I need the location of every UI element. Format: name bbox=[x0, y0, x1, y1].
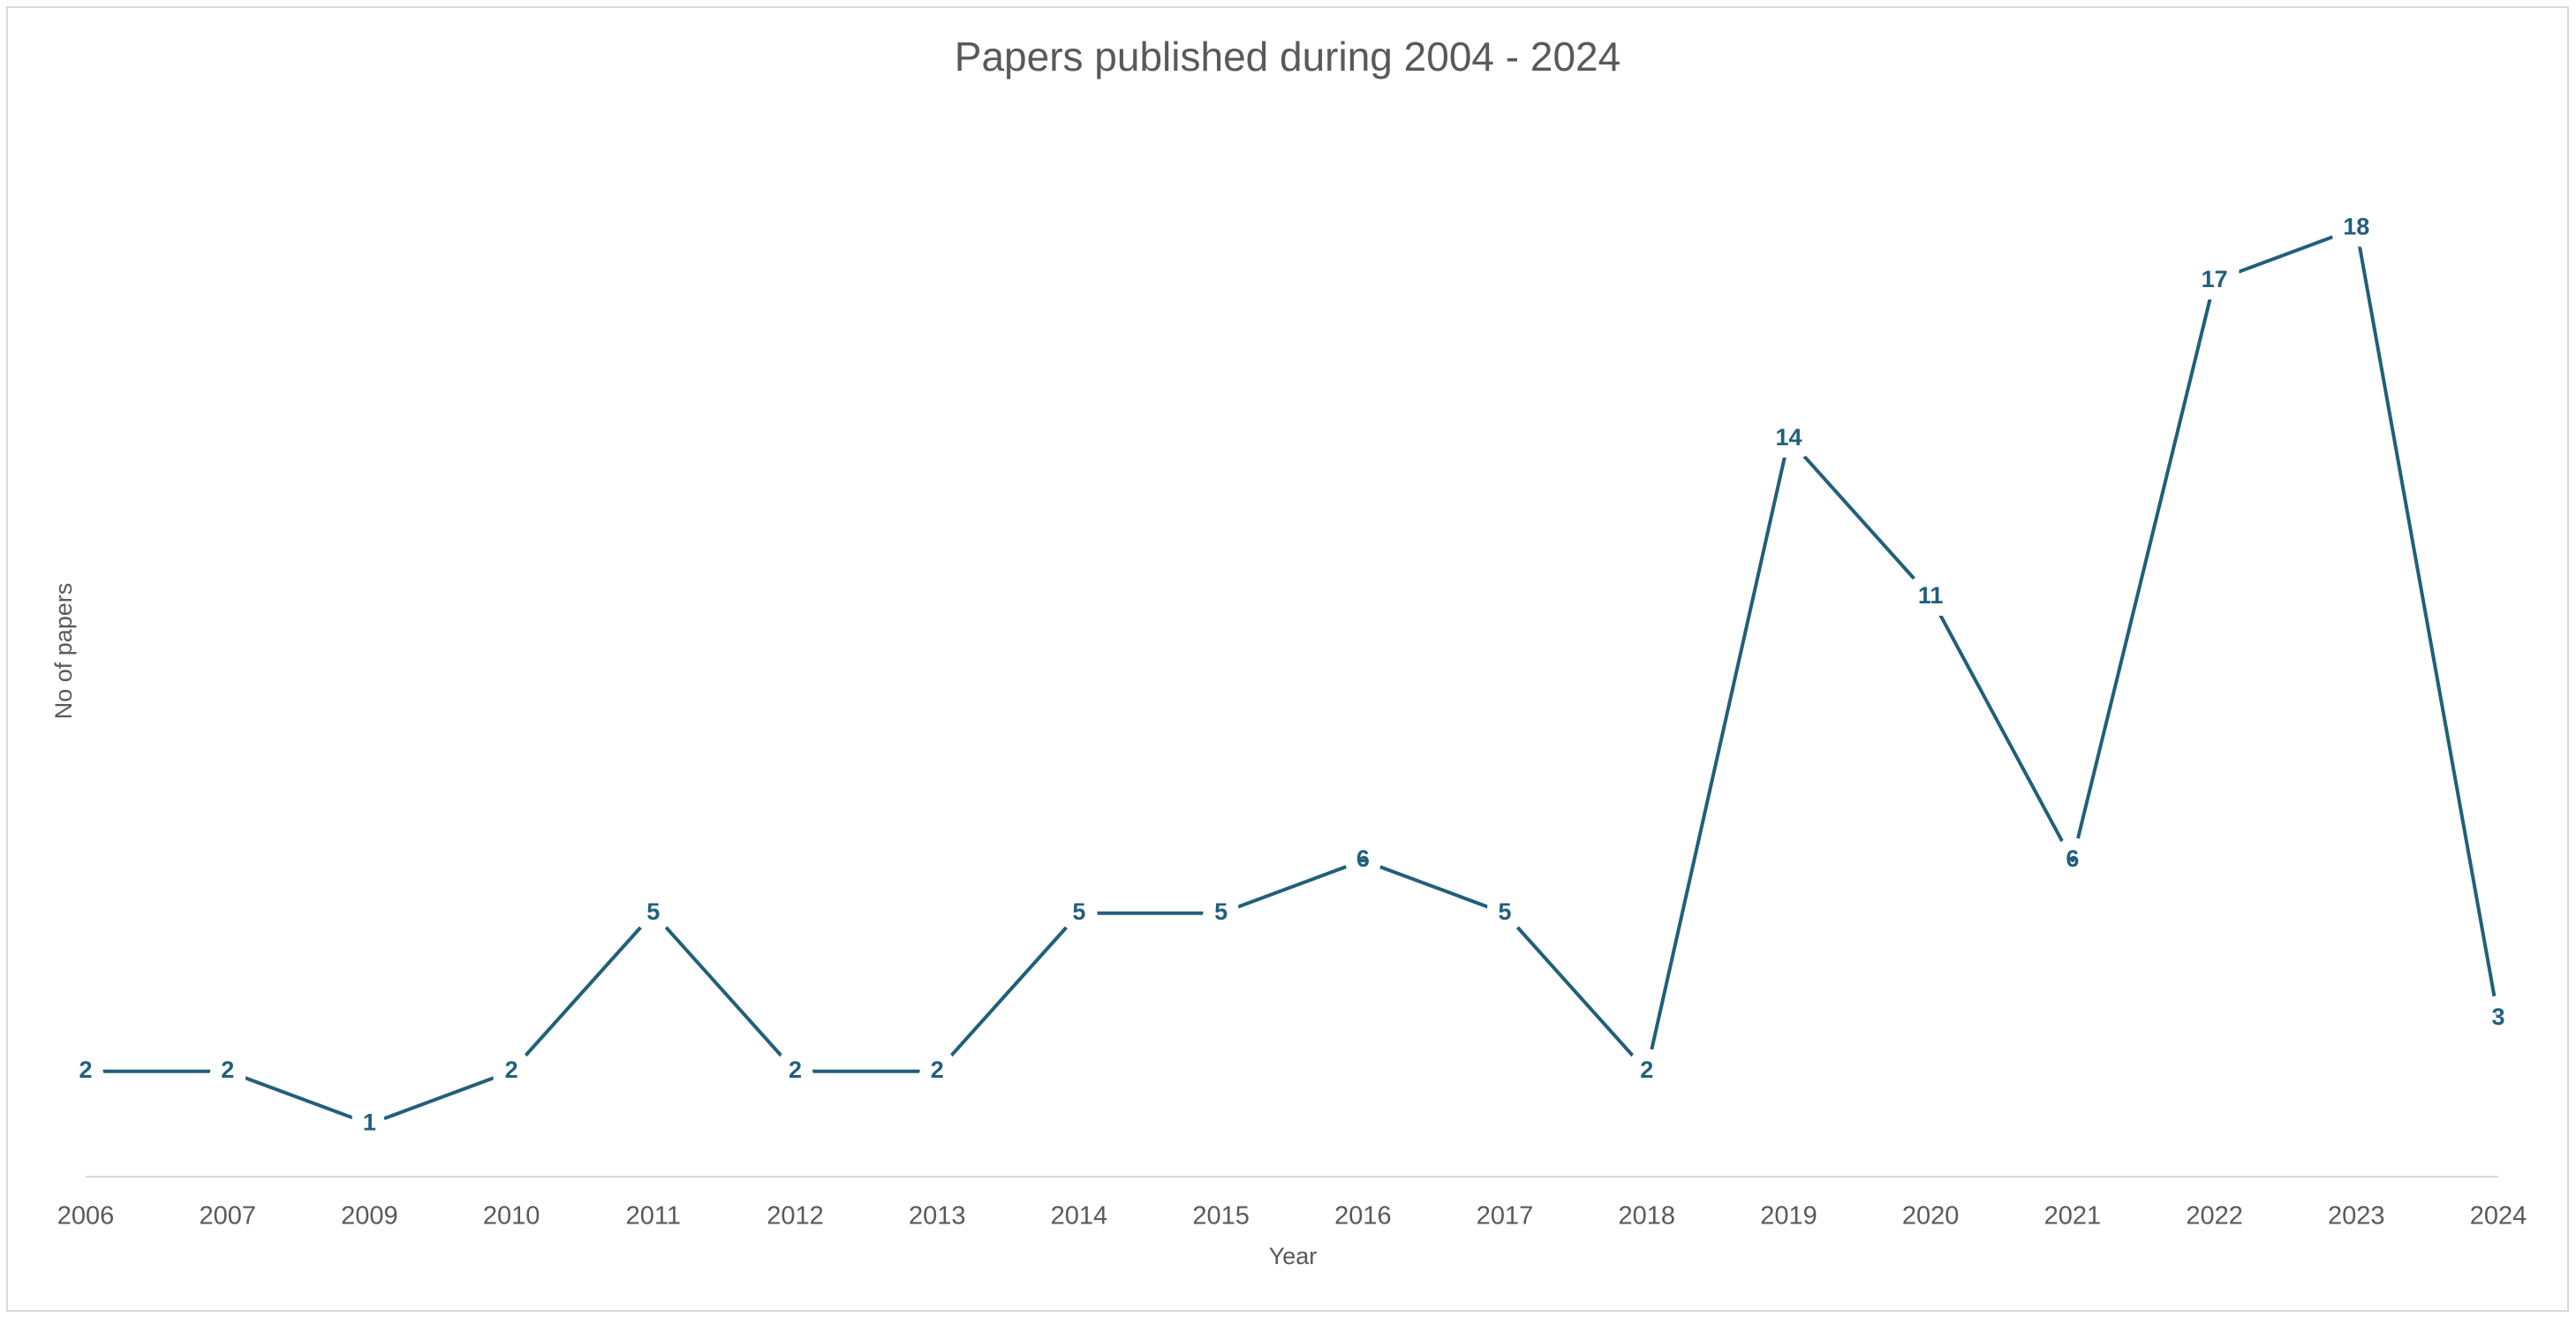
x-tick-label: 2019 bbox=[1760, 1202, 1817, 1231]
x-tick-label: 2014 bbox=[1051, 1202, 1108, 1231]
data-label: 3 bbox=[2491, 1004, 2504, 1030]
x-tick-label: 2016 bbox=[1334, 1202, 1392, 1231]
x-tick-label: 2022 bbox=[2186, 1202, 2243, 1231]
data-label: 2 bbox=[221, 1057, 234, 1083]
x-tick-label: 2018 bbox=[1619, 1202, 1676, 1231]
data-label: 18 bbox=[2343, 213, 2369, 239]
chart-title: Papers published during 2004 - 2024 bbox=[955, 34, 1620, 80]
x-axis-label: Year bbox=[1269, 1243, 1318, 1269]
x-tick-label: 2010 bbox=[483, 1202, 540, 1231]
data-label: 1 bbox=[363, 1109, 376, 1135]
x-tick-label: 2020 bbox=[1902, 1202, 1960, 1231]
y-axis-label: No of papers bbox=[50, 583, 77, 720]
data-line bbox=[86, 226, 2500, 1126]
data-label: 5 bbox=[1214, 898, 1228, 925]
x-tick-label: 2015 bbox=[1192, 1202, 1250, 1231]
x-tick-label: 2012 bbox=[767, 1202, 824, 1231]
x-tick-label: 2006 bbox=[57, 1202, 115, 1231]
data-label: 2 bbox=[789, 1057, 802, 1083]
data-label: 6 bbox=[2066, 845, 2079, 872]
x-tick-label: 2024 bbox=[2470, 1202, 2527, 1231]
x-tick-label: 2023 bbox=[2328, 1202, 2385, 1231]
data-label: 5 bbox=[1499, 898, 1512, 925]
x-tick-label: 2007 bbox=[199, 1202, 256, 1231]
x-tick-label: 2011 bbox=[626, 1202, 681, 1231]
x-tick-label: 2021 bbox=[2044, 1202, 2102, 1231]
x-tick-label: 2009 bbox=[341, 1202, 398, 1231]
data-label: 2 bbox=[79, 1057, 92, 1083]
data-label: 17 bbox=[2202, 266, 2228, 292]
chart-border bbox=[6, 6, 2569, 1312]
data-label: 5 bbox=[646, 898, 660, 925]
data-label: 14 bbox=[1775, 424, 1802, 451]
x-tick-label: 2013 bbox=[909, 1202, 966, 1231]
data-label: 11 bbox=[1918, 582, 1944, 609]
data-label: 2 bbox=[1640, 1057, 1653, 1083]
data-label: 2 bbox=[931, 1057, 944, 1083]
x-tick-label: 2017 bbox=[1477, 1202, 1534, 1231]
data-label: 2 bbox=[505, 1057, 518, 1083]
data-label: 5 bbox=[1072, 898, 1085, 925]
data-label: 6 bbox=[1356, 845, 1370, 872]
